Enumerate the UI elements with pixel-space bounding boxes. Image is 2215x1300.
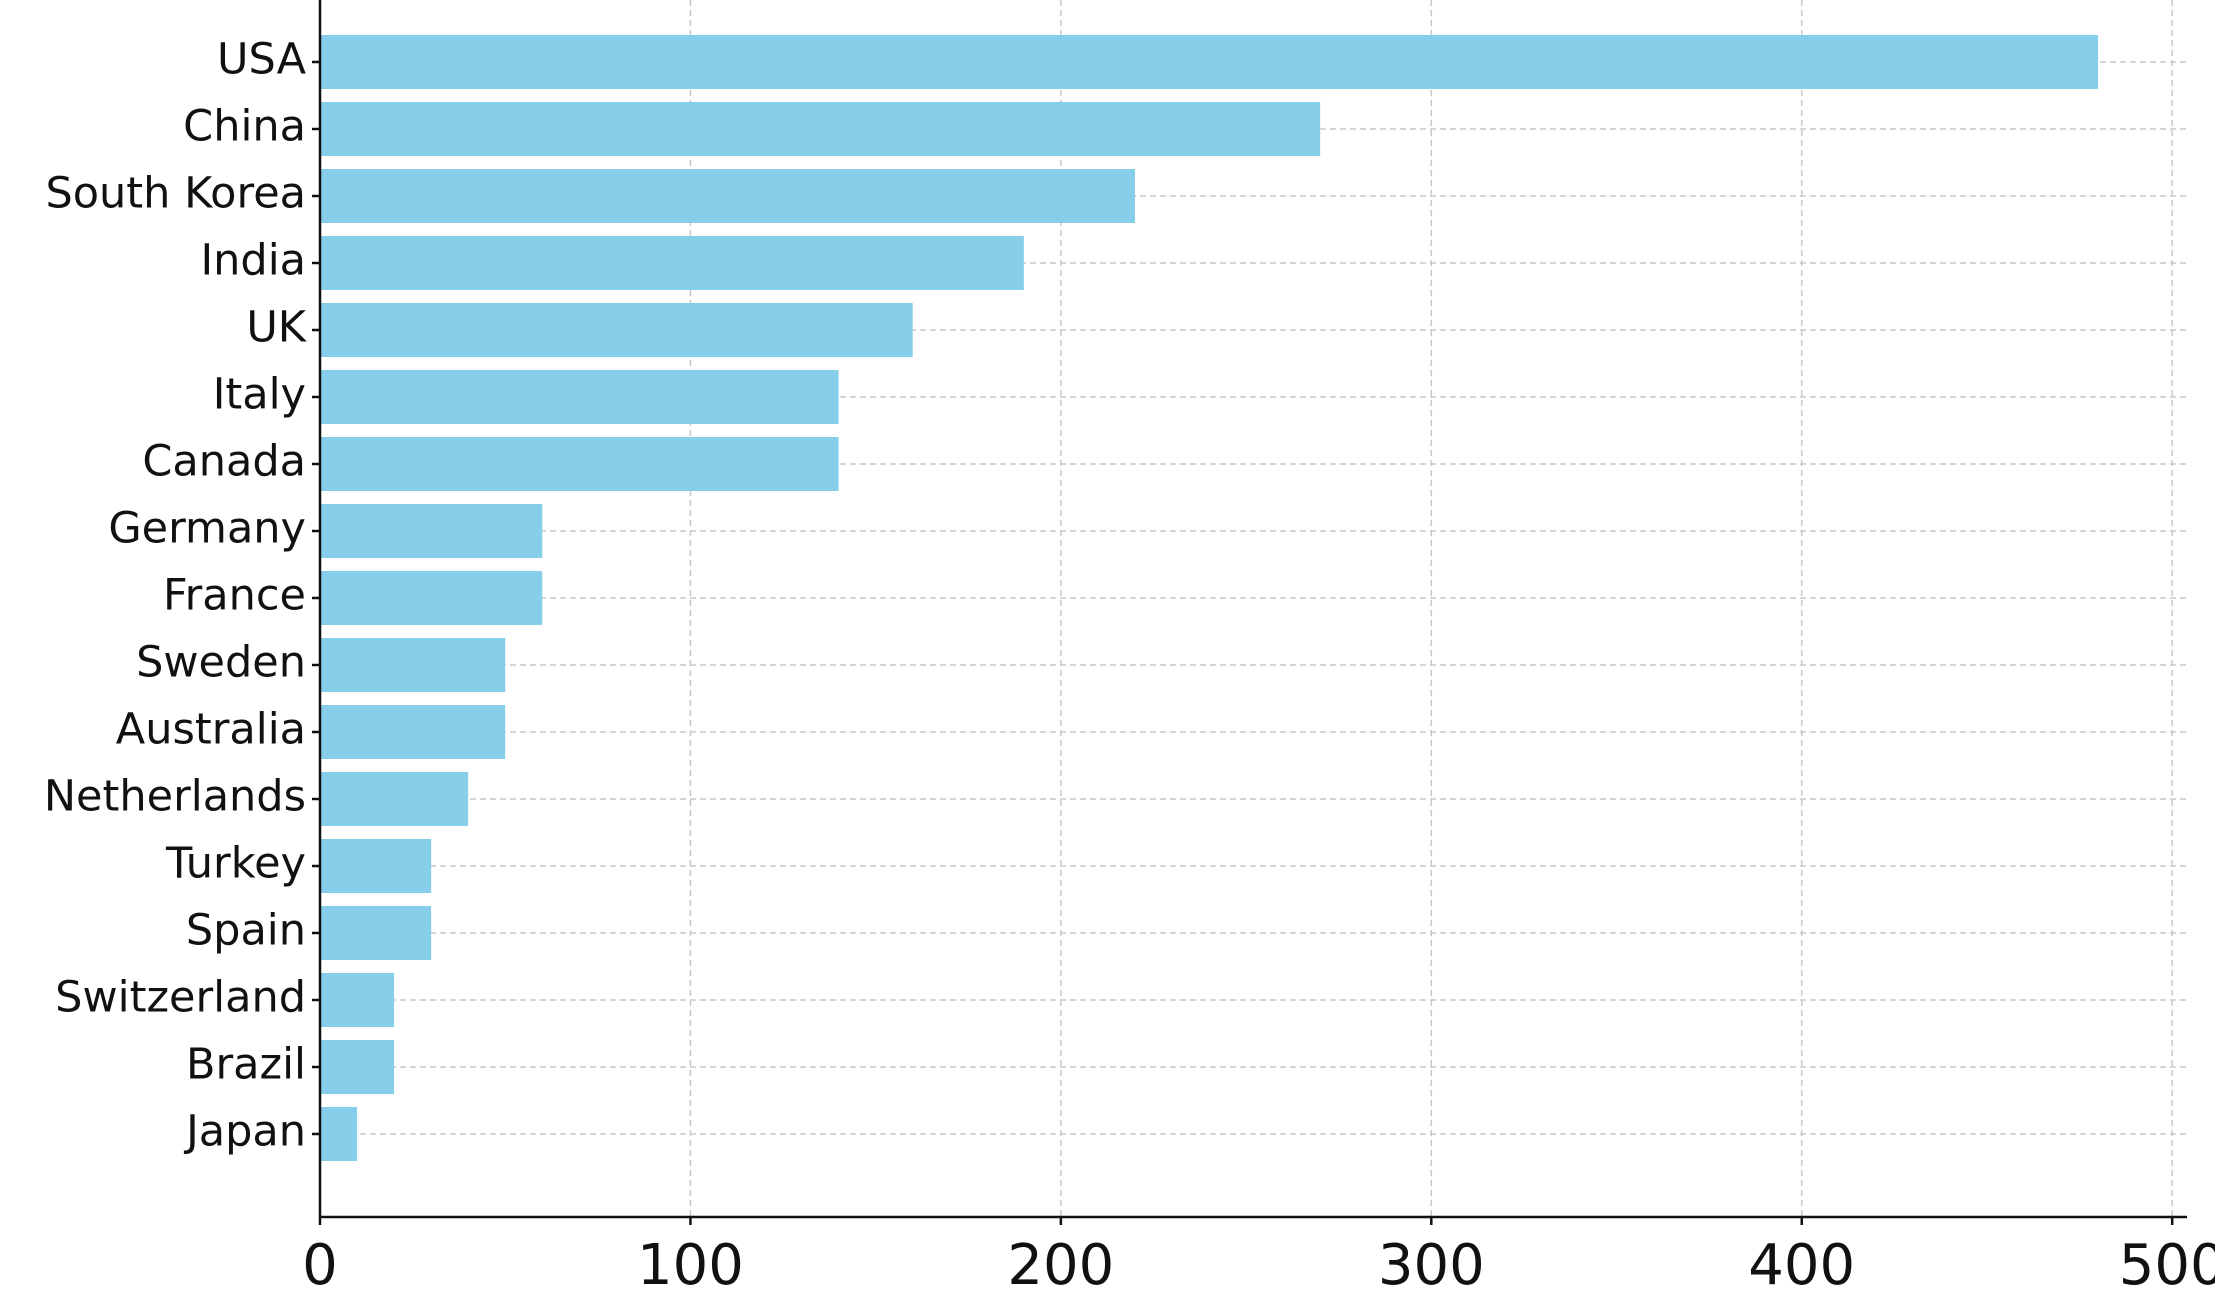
bar xyxy=(320,236,1024,290)
y-tick-label: South Korea xyxy=(45,169,306,219)
y-tick-label: India xyxy=(200,236,306,286)
y-tick-label: Italy xyxy=(213,370,306,420)
bar xyxy=(320,705,506,759)
bar xyxy=(320,102,1321,156)
y-tick-label: Turkey xyxy=(165,839,306,889)
y-tick-label: Netherlands xyxy=(44,772,306,822)
bar xyxy=(320,839,432,893)
bar xyxy=(320,906,432,960)
y-tick-label: China xyxy=(183,102,306,152)
x-tick-label: 0 xyxy=(302,1233,338,1298)
bar xyxy=(320,303,913,357)
y-tick-label: France xyxy=(163,571,306,621)
bar xyxy=(320,973,395,1027)
x-tick-label: 500 xyxy=(2119,1233,2215,1298)
x-tick-label: 300 xyxy=(1378,1233,1485,1298)
bar xyxy=(320,571,543,625)
bar xyxy=(320,504,543,558)
bar xyxy=(320,35,2099,89)
y-tick-label: Canada xyxy=(142,437,306,487)
y-tick-label: UK xyxy=(246,303,307,353)
y-tick-label: USA xyxy=(217,35,307,85)
bar xyxy=(320,638,506,692)
bar xyxy=(320,1107,358,1161)
bar xyxy=(320,370,839,424)
bar xyxy=(320,772,469,826)
y-tick-label: Switzerland xyxy=(55,973,306,1023)
y-tick-label: Spain xyxy=(186,906,306,956)
x-tick-label: 200 xyxy=(1007,1233,1114,1298)
y-tick-label: Brazil xyxy=(186,1040,306,1090)
bar xyxy=(320,1040,395,1094)
y-tick-label: Japan xyxy=(183,1107,306,1157)
bar xyxy=(320,437,839,491)
x-tick-label: 400 xyxy=(1748,1233,1855,1298)
y-tick-label: Australia xyxy=(116,705,306,755)
x-tick-label: 100 xyxy=(637,1233,744,1298)
bar xyxy=(320,169,1135,223)
y-tick-label: Germany xyxy=(108,504,306,554)
y-tick-label: Sweden xyxy=(136,638,306,688)
